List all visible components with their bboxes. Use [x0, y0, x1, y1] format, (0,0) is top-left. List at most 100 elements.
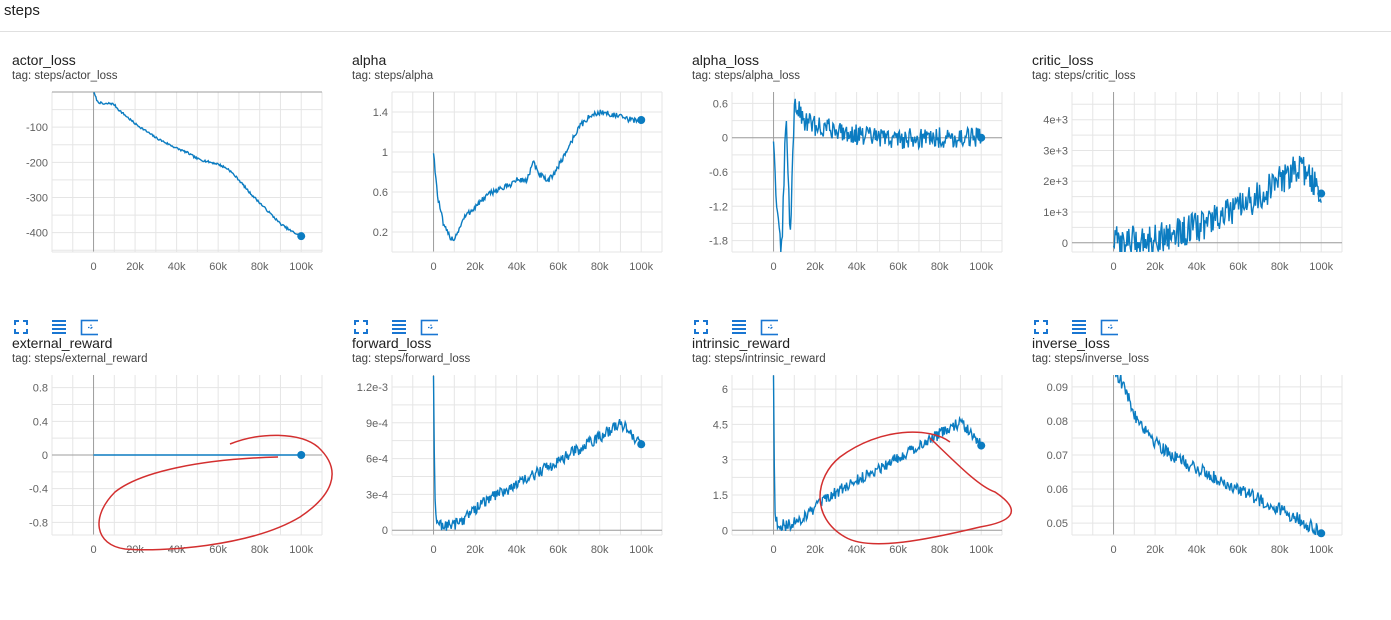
section-header: steps — [0, 0, 1391, 32]
x-tick-label: 100k — [1309, 261, 1333, 273]
y-tick-label: 0.4 — [33, 416, 48, 428]
y-tick-label: -1.8 — [709, 236, 728, 248]
last-point-marker — [297, 232, 306, 241]
y-tick-label: 0 — [722, 525, 728, 537]
fullscreen-icon[interactable] — [352, 318, 370, 336]
fit-domain-icon[interactable] — [760, 318, 778, 336]
last-point-marker — [1317, 189, 1326, 198]
chart-title: alpha_loss — [692, 52, 759, 68]
x-tick-label: 80k — [591, 261, 609, 273]
x-tick-label: 80k — [251, 261, 269, 273]
chart-plot: 0 1e+3 2e+3 3e+3 4e+3 0 20k 40k 60k 80k 100k — [1043, 92, 1343, 273]
x-tick-label: 0 — [90, 261, 96, 273]
x-tick-label: 80k — [931, 261, 949, 273]
y-tick-label: -1.2 — [709, 201, 728, 213]
y-tick-label: 1.5 — [713, 490, 728, 502]
x-tick-label: 40k — [508, 261, 526, 273]
fit-domain-icon[interactable] — [420, 318, 438, 336]
x-tick-label: 60k — [1229, 261, 1247, 273]
y-tick-label: 0 — [42, 450, 48, 462]
y-tick-label: 3 — [722, 455, 728, 467]
fullscreen-icon[interactable] — [12, 318, 30, 336]
x-tick-label: 60k — [209, 261, 227, 273]
chart-title: inverse_loss — [1032, 335, 1110, 351]
chart-card-alpha: alpha tag: steps/alpha 0.2 0.6 1 1.4 0 20k 40k… — [340, 52, 680, 337]
chart-plot: 0.6 0 -0.6 -1.2 -1.8 0 20k 40k 60k 80k 100k — [709, 92, 1003, 273]
x-tick-label: 40k — [168, 261, 186, 273]
y-tick-label: 0.6 — [373, 187, 388, 199]
section-title: steps — [4, 2, 40, 19]
x-tick-label: 100k — [289, 261, 313, 273]
y-tick-label: 0.08 — [1047, 416, 1068, 428]
chart-title: critic_loss — [1032, 52, 1094, 68]
y-tick-label: 1.2e-3 — [357, 382, 388, 394]
x-tick-label: 40k — [848, 261, 866, 273]
chart-tag: tag: steps/critic_loss — [1032, 70, 1136, 82]
x-tick-label: 0 — [90, 544, 96, 556]
y-tick-label: -100 — [26, 122, 48, 134]
chart-tag: tag: steps/intrinsic_reward — [692, 353, 826, 365]
x-tick-label: 80k — [1271, 261, 1289, 273]
x-tick-label: 20k — [806, 544, 824, 556]
x-tick-label: 60k — [549, 544, 567, 556]
y-tick-label: 0.09 — [1047, 382, 1068, 394]
x-tick-label: 40k — [1188, 544, 1206, 556]
fullscreen-icon[interactable] — [1032, 318, 1050, 336]
series-line — [1114, 375, 1322, 535]
fit-domain-icon[interactable] — [80, 318, 98, 336]
x-tick-label: 20k — [806, 261, 824, 273]
y-tick-label: -400 — [26, 228, 48, 240]
y-tick-label: 6e-4 — [366, 454, 388, 466]
y-tick-label: 9e-4 — [366, 418, 388, 430]
chart-tag: tag: steps/alpha_loss — [692, 70, 801, 82]
y-tick-label: -300 — [26, 192, 48, 204]
x-tick-label: 20k — [466, 544, 484, 556]
fit-domain-icon[interactable] — [1100, 318, 1118, 336]
x-tick-label: 40k — [848, 544, 866, 556]
x-tick-label: 60k — [549, 261, 567, 273]
chart-card-external-reward: external_reward tag: steps/external_rewa… — [0, 335, 340, 620]
last-point-marker — [637, 116, 646, 124]
x-tick-label: 20k — [1146, 261, 1164, 273]
chart-title: external_reward — [12, 335, 113, 351]
y-tick-label: 0 — [1062, 238, 1068, 250]
chart-card-critic-loss: critic_loss tag: steps/critic_loss 0 1e+3… — [1020, 52, 1360, 337]
y-tick-label: 1 — [382, 147, 388, 159]
last-point-marker — [637, 440, 646, 449]
x-tick-label: 100k — [969, 261, 993, 273]
series-line — [772, 98, 982, 252]
x-tick-label: 20k — [126, 261, 144, 273]
y-tick-label: 0 — [722, 133, 728, 145]
toggle-log-scale-icon[interactable] — [50, 318, 68, 336]
x-tick-label: 60k — [1229, 544, 1247, 556]
x-tick-label: 80k — [931, 544, 949, 556]
y-tick-label: 3e-4 — [366, 489, 388, 501]
toggle-log-scale-icon[interactable] — [390, 318, 408, 336]
x-tick-label: 100k — [629, 544, 653, 556]
chart-card-inverse-loss: inverse_loss tag: steps/inverse_loss 0.0… — [1020, 335, 1360, 620]
toggle-log-scale-icon[interactable] — [730, 318, 748, 336]
x-tick-label: 0 — [430, 544, 436, 556]
fullscreen-icon[interactable] — [692, 318, 710, 336]
toggle-log-scale-icon[interactable] — [1070, 318, 1088, 336]
chart-card-alpha-loss: alpha_loss tag: steps/alpha_loss 0.6 0 -0.… — [680, 52, 1020, 337]
chart-title: intrinsic_reward — [692, 335, 791, 351]
x-tick-label: 40k — [168, 544, 186, 556]
chart-tag: tag: steps/external_reward — [12, 353, 148, 365]
x-tick-label: 60k — [209, 544, 227, 556]
chart-title: actor_loss — [12, 52, 76, 68]
x-tick-label: 0 — [1110, 261, 1116, 273]
chart-plot: 0.2 0.6 1 1.4 0 20k 40k 60k 80k 100k — [373, 91, 663, 273]
x-tick-label: 100k — [1309, 544, 1333, 556]
y-tick-label: 0.6 — [713, 98, 728, 110]
x-tick-label: 0 — [770, 544, 776, 556]
x-tick-label: 60k — [889, 261, 907, 273]
series-line — [93, 92, 302, 238]
annotation-circle — [98, 434, 333, 551]
x-tick-label: 40k — [508, 544, 526, 556]
x-tick-label: 80k — [591, 544, 609, 556]
x-tick-label: 80k — [1271, 544, 1289, 556]
y-tick-label: -0.6 — [709, 167, 728, 179]
y-tick-label: 2e+3 — [1043, 176, 1068, 188]
x-tick-label: 40k — [1188, 261, 1206, 273]
